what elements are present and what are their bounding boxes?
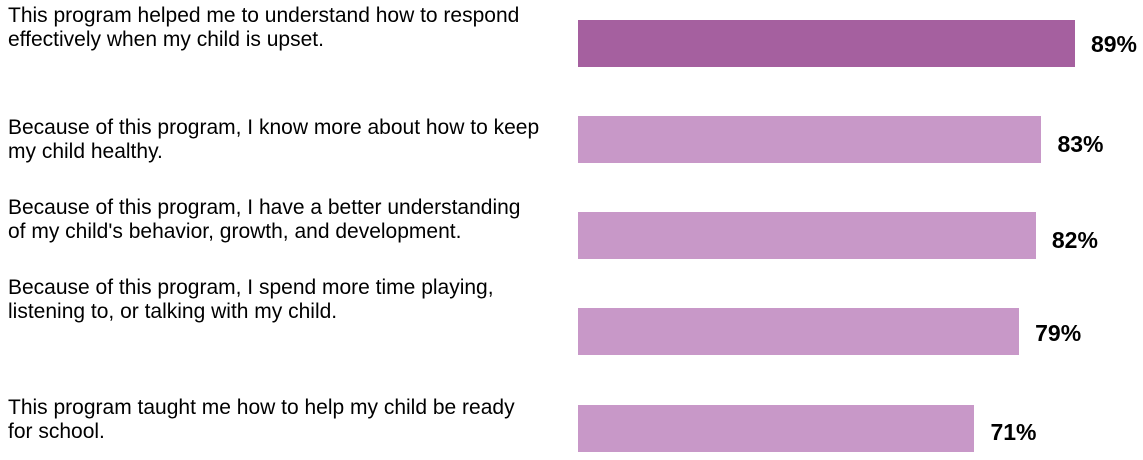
data-label: 89%	[1090, 31, 1138, 57]
data-label: 82%	[1051, 227, 1098, 253]
category-label: Because of this program, I have a better…	[8, 196, 521, 243]
category-label: Because of this program, I spend more ti…	[8, 276, 494, 323]
category-label: This program taught me how to help my ch…	[8, 396, 515, 443]
data-label: 71%	[990, 419, 1037, 445]
data-label: 79%	[1035, 320, 1082, 346]
bar-row-5: This program taught me how to help my ch…	[0, 368, 1143, 460]
bar	[578, 308, 1020, 355]
bar-row-2: Because of this program, I know more abo…	[0, 92, 1143, 184]
category-label: This program helped me to understand how…	[8, 4, 520, 51]
bar	[578, 116, 1042, 163]
bar	[578, 212, 1036, 259]
bar	[578, 20, 1075, 67]
bar-row-4: Because of this program, I spend more ti…	[0, 276, 1143, 368]
bar-row-1: This program helped me to understand how…	[0, 0, 1143, 92]
bar-row-3: Because of this program, I have a better…	[0, 184, 1143, 276]
data-label: 83%	[1057, 131, 1104, 157]
category-label: Because of this program, I know more abo…	[8, 116, 540, 163]
bar	[578, 405, 975, 452]
